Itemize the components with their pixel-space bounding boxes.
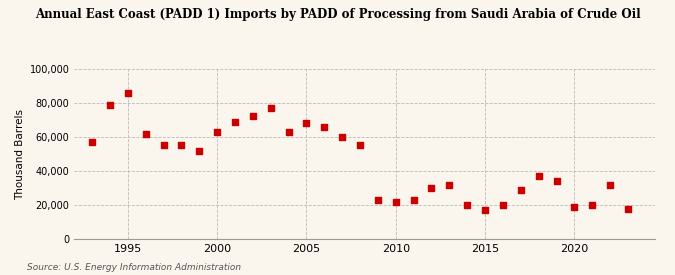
Point xyxy=(140,131,151,136)
Point xyxy=(337,135,348,139)
Text: Source: U.S. Energy Information Administration: Source: U.S. Energy Information Administ… xyxy=(27,263,241,272)
Point xyxy=(248,114,259,119)
Point xyxy=(587,203,597,207)
Point xyxy=(497,203,508,207)
Point xyxy=(444,183,455,187)
Point xyxy=(605,183,616,187)
Point xyxy=(551,179,562,183)
Text: Annual East Coast (PADD 1) Imports by PADD of Processing from Saudi Arabia of Cr: Annual East Coast (PADD 1) Imports by PA… xyxy=(34,8,641,21)
Point xyxy=(516,188,526,192)
Point xyxy=(122,90,133,95)
Point xyxy=(480,208,491,213)
Point xyxy=(426,186,437,190)
Y-axis label: Thousand Barrels: Thousand Barrels xyxy=(16,109,26,199)
Point xyxy=(622,206,633,211)
Point xyxy=(569,205,580,209)
Point xyxy=(462,203,472,207)
Point xyxy=(176,143,187,148)
Point xyxy=(86,140,97,144)
Point xyxy=(390,200,401,204)
Point xyxy=(373,198,383,202)
Point xyxy=(319,125,329,129)
Point xyxy=(301,121,312,125)
Point xyxy=(158,143,169,148)
Point xyxy=(212,130,223,134)
Point xyxy=(230,119,240,124)
Point xyxy=(408,198,419,202)
Point xyxy=(105,102,115,107)
Point xyxy=(533,174,544,178)
Point xyxy=(284,130,294,134)
Point xyxy=(194,148,205,153)
Point xyxy=(265,106,276,110)
Point xyxy=(354,143,365,148)
